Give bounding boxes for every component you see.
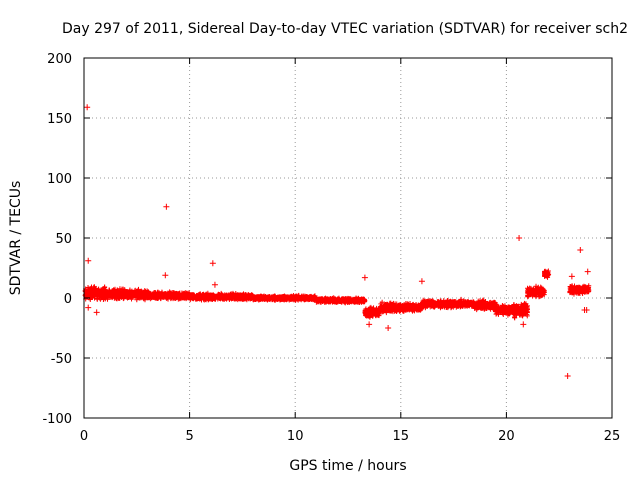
grid [84, 58, 612, 418]
data-point-band [512, 305, 528, 315]
data-point-band [544, 271, 549, 277]
data-point-band [85, 289, 106, 297]
data-point [119, 286, 125, 292]
data-point-band [474, 302, 496, 308]
data-point-band [105, 291, 148, 298]
data-point-band [495, 307, 513, 313]
data-point-band [421, 301, 475, 307]
data-point [134, 297, 140, 303]
data-point-band [527, 289, 545, 295]
data-point-band [189, 295, 253, 299]
data-point [91, 284, 97, 290]
data-point-band [364, 309, 380, 316]
data-point-band [147, 293, 190, 298]
data-points [82, 104, 592, 379]
data-point-band [379, 305, 422, 311]
data-point-band [252, 296, 317, 300]
data-point-band [316, 299, 365, 302]
